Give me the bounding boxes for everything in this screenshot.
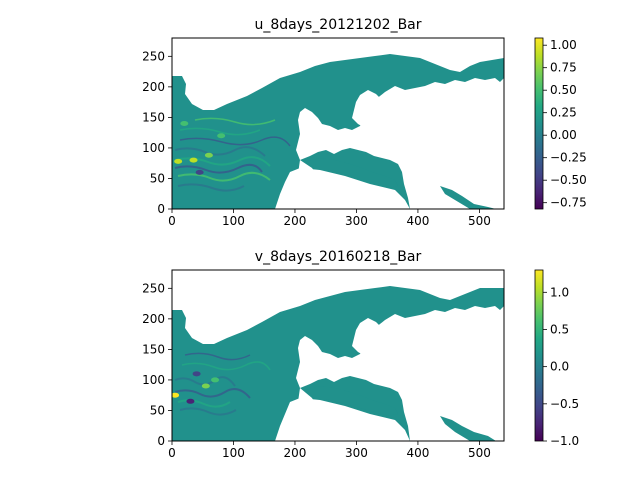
chart-title: u_8days_20121202_Bar [254,17,421,33]
heatmap [172,286,504,441]
y-tick-label: 100 [142,373,165,387]
x-tick-label: 0 [168,214,176,228]
hot-spot-mark [192,371,201,377]
x-axis: 0 100 200 300 400 500 [168,209,491,228]
ocean-area-main [172,54,504,209]
chart-panel-u: u_8days_20121202_Bar [142,17,587,228]
ocean-area-main [172,286,504,441]
y-tick-label: 250 [142,49,165,63]
y-tick-label: 50 [150,171,165,185]
x-tick-label: 200 [284,446,307,460]
ocean-area [172,38,504,112]
colorbar-tick-label: 0.50 [550,83,577,97]
colorbar-tick-label: 1.00 [550,38,577,52]
plot-frame [171,269,505,442]
colorbar-tick-label: 0.75 [550,61,577,75]
x-tick-label: 100 [222,214,245,228]
chart-title: v_8days_20160218_Bar [255,249,422,265]
hot-spot-mark [211,377,220,383]
y-tick-label: 150 [142,342,165,356]
hot-spots [174,121,226,175]
x-axis: 0 100 200 300 400 500 [168,441,491,460]
hot-spot-mark [174,158,183,164]
chart-panel-v: v_8days_20160218_Bar 0 100 200 300 400 500 0 5… [142,249,579,460]
y-axis: 0 50 100 150 200 250 [142,49,172,216]
colorbar-tick-label: −0.75 [550,196,587,210]
wave-texture [174,352,271,416]
hot-spot-mark [201,383,210,389]
hot-spot-mark [195,169,204,175]
hot-spot-mark [189,157,198,163]
land-scandinavia [352,90,386,128]
x-tick-label: 200 [284,214,307,228]
colorbar [534,37,544,210]
colorbar-tick-label: 0.25 [550,106,577,120]
x-tick-label: 300 [345,214,368,228]
hot-spot-mark [186,398,195,404]
y-tick-label: 100 [142,141,165,155]
colorbar-tick-label: −0.5 [550,397,579,411]
colorbar-tick-label: −0.50 [550,173,587,187]
hot-spot-mark [204,152,213,158]
x-tick-label: 0 [168,446,176,460]
land-scandinavia [352,318,386,356]
y-tick-label: 200 [142,312,165,326]
heatmap [172,38,504,209]
hot-spot-mark [180,121,189,126]
x-tick-label: 400 [406,214,429,228]
hot-spot-mark [172,392,180,398]
land-africa [275,168,410,209]
x-tick-label: 500 [468,446,491,460]
colorbar-tick-label: 0.5 [550,322,569,336]
hot-spot-mark [217,133,226,139]
colorbar [534,269,544,442]
x-tick-label: 100 [222,446,245,460]
colorbar-tick-label: −1.0 [550,434,579,448]
colorbar-ticks: −0.75 −0.50 −0.25 0.00 0.25 0.50 0.75 1.00 [543,38,587,210]
land-africa [275,398,410,441]
red-sea [440,186,496,209]
mediterranean-sea [305,158,398,188]
y-axis: 0 50 100 150 200 250 [142,281,172,448]
mediterranean-sea [305,386,398,416]
colorbar-tick-label: 0.0 [550,360,569,374]
hot-spots [172,371,220,404]
y-tick-label: 50 [150,403,165,417]
y-tick-label: 200 [142,80,165,94]
x-tick-label: 500 [468,214,491,228]
red-sea [440,416,496,441]
y-tick-label: 250 [142,281,165,295]
x-tick-label: 400 [406,446,429,460]
y-tick-label: 0 [157,202,165,216]
colorbar-tick-label: 1.0 [550,285,569,299]
plot-frame [171,37,505,210]
colorbar-tick-label: 0.00 [550,128,577,142]
y-tick-label: 150 [142,110,165,124]
colorbar-tick-label: −0.25 [550,151,587,165]
y-tick-label: 0 [157,434,165,448]
x-tick-label: 300 [345,446,368,460]
colorbar-ticks: −1.0 −0.5 0.0 0.5 1.0 [543,285,579,448]
